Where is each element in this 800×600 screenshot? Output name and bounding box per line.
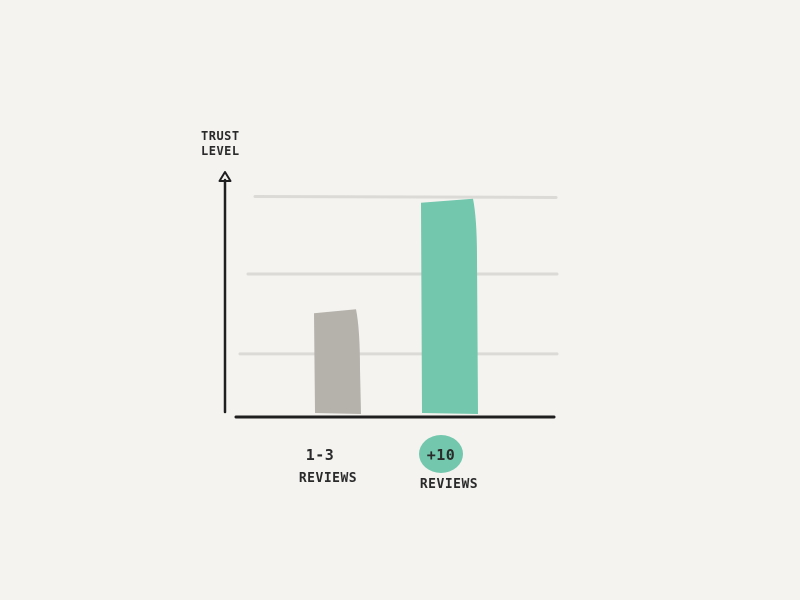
gridlines xyxy=(238,194,559,356)
x-tick-label: REVIEWS xyxy=(420,477,478,492)
y-axis-label-line-2: LEVEL xyxy=(201,144,240,158)
x-tick-label: REVIEWS xyxy=(299,471,357,486)
bar-1-3-reviews xyxy=(314,309,361,414)
axes xyxy=(218,171,556,419)
x-tick-label: +10 xyxy=(427,446,456,464)
x-tick-labels: 1-3 REVIEWS +10 REVIEWS xyxy=(299,435,478,492)
highlight-circle xyxy=(419,435,463,473)
y-axis-label-line-1: TRUST xyxy=(201,129,240,143)
y-axis-label: TRUST LEVEL xyxy=(201,129,240,158)
x-tick-label: 1-3 xyxy=(306,446,335,464)
bars xyxy=(314,198,478,414)
bar-10-plus-reviews xyxy=(421,198,478,414)
gridline xyxy=(253,194,558,199)
y-axis-arrow-icon xyxy=(218,171,232,182)
